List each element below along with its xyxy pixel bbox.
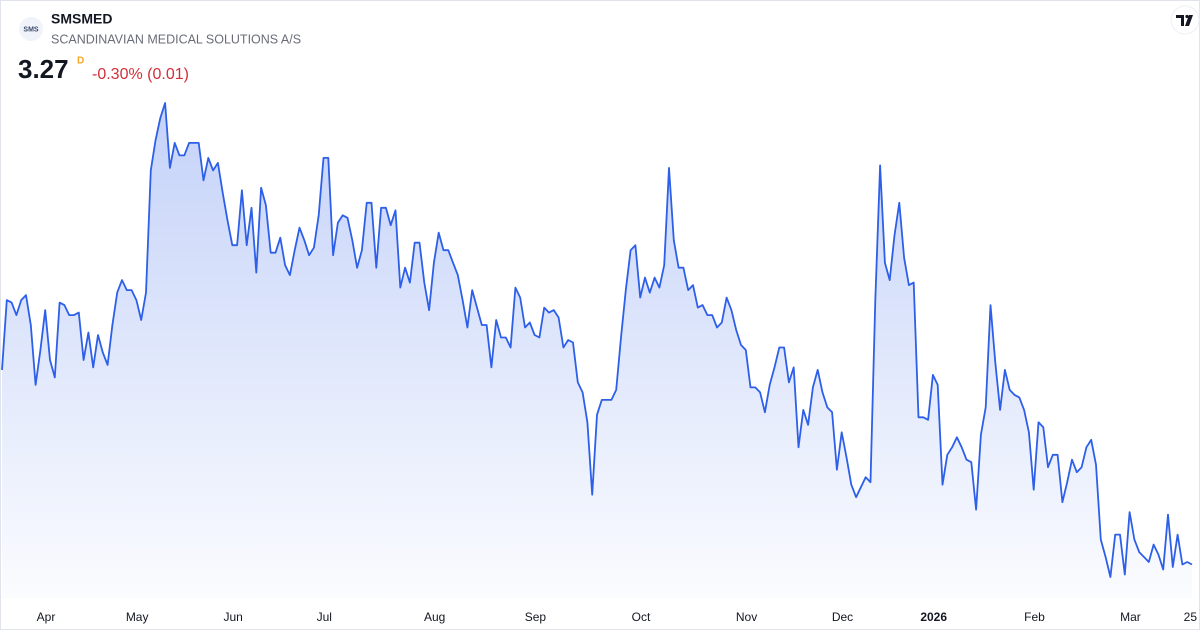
x-tick-label: Apr <box>37 610 56 624</box>
x-tick-label: May <box>126 610 149 624</box>
x-tick-label: Jun <box>223 610 242 624</box>
price-line <box>1 102 1193 578</box>
x-tick-label: 25 <box>1184 610 1198 624</box>
price-change: -0.30% (0.01) <box>92 66 189 83</box>
x-tick-label: Dec <box>832 610 853 624</box>
x-tick-label: Jul <box>317 610 332 624</box>
logo: SMS <box>23 26 39 33</box>
x-tick-label: Feb <box>1024 610 1045 624</box>
x-tick-label: Sep <box>525 610 547 624</box>
tradingview-logo[interactable] <box>1170 5 1200 35</box>
x-tick-label: Oct <box>632 610 651 624</box>
symbol: SMSMED <box>51 11 112 27</box>
x-tick-label: Mar <box>1120 610 1141 624</box>
x-tick-label: 2026 <box>920 610 947 624</box>
company-name: SCANDINAVIAN MEDICAL SOLUTIONS A/S <box>51 32 301 46</box>
x-tick-label: Nov <box>736 610 757 624</box>
logo-circle <box>19 17 43 41</box>
plot-area <box>1 102 1193 598</box>
x-tick-label: Aug <box>424 610 445 624</box>
area-fill <box>2 103 1192 598</box>
price: 3.27 <box>18 54 69 84</box>
interval: D <box>77 56 84 67</box>
